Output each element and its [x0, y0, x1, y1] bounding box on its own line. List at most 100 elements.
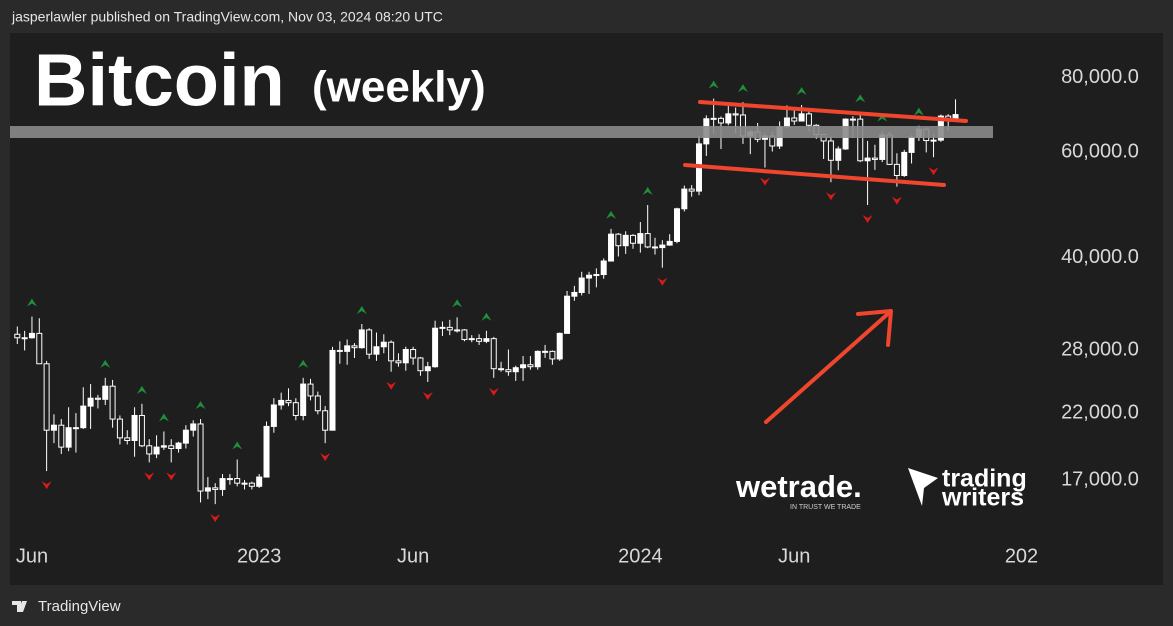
channel-upper [698, 100, 968, 123]
y-tick-label: 60,000.0 [1061, 141, 1139, 163]
candle-body [864, 157, 871, 162]
candle-body [124, 437, 131, 441]
candle-body [454, 329, 461, 332]
candle-body [138, 414, 145, 447]
trading-writers-line2: writers [941, 484, 1024, 512]
fractal-down [759, 177, 770, 186]
candle-body [278, 399, 285, 406]
candle-body [204, 487, 211, 492]
arrow-head [856, 309, 893, 347]
candle-body [674, 208, 680, 242]
candle-body [417, 357, 424, 372]
candle-body [373, 346, 380, 355]
candle-body [87, 397, 94, 407]
candle-body [234, 478, 241, 484]
candle-body [608, 233, 615, 262]
candle-body [241, 482, 248, 485]
x-tick-label: Jun [778, 545, 810, 567]
candle-body [468, 338, 475, 341]
candle-body [351, 345, 358, 349]
candle-body [50, 424, 57, 431]
candle-body [182, 429, 189, 444]
candle-body [615, 233, 622, 247]
candle-body [666, 240, 673, 246]
candle-body [717, 117, 724, 124]
candle-body [65, 427, 72, 448]
candle-body [476, 338, 483, 342]
candle-body [688, 188, 695, 192]
candle-body [14, 333, 21, 339]
candle-body [783, 117, 790, 128]
arrow-shaft [764, 310, 892, 424]
fractal-down [891, 196, 902, 205]
header-text: jasperlawler published on TradingView.co… [11, 9, 443, 25]
candle-body [248, 482, 255, 487]
fractal-up [855, 94, 866, 103]
candle-body [109, 385, 116, 420]
candle-body [160, 445, 167, 448]
candle-body [791, 117, 798, 122]
candle-body [307, 383, 314, 397]
fractal-up [877, 113, 888, 122]
candle-body [131, 414, 138, 441]
fractal-up [158, 413, 169, 422]
chart-title: Bitcoin [34, 39, 285, 122]
candle-body [886, 134, 893, 165]
candle-body [586, 274, 593, 279]
candle-body [94, 397, 101, 400]
candle-body [578, 277, 585, 293]
candle-body [380, 341, 387, 348]
candle-body [263, 425, 270, 478]
footer-logo [12, 601, 27, 612]
candle-body [512, 367, 519, 373]
fractal-up [356, 305, 367, 314]
x-tick-label: Jun [397, 545, 429, 567]
candle-body [336, 349, 343, 352]
candle-body [21, 337, 28, 340]
candle-body [314, 395, 321, 412]
candle-body [644, 233, 651, 248]
x-tick-label: 202 [1005, 545, 1038, 567]
candle-body [424, 366, 431, 372]
candle-body [300, 383, 307, 416]
y-tick-label: 17,000.0 [1061, 468, 1139, 490]
wetrade-logo: wetrade. [735, 469, 862, 504]
candle-body [190, 423, 197, 431]
candle-body [571, 291, 578, 297]
candle-body [681, 188, 688, 210]
candle-body [908, 136, 915, 153]
candle-body [732, 113, 739, 116]
fractal-down [166, 472, 177, 481]
candle-body [549, 350, 556, 360]
fractal-down [488, 387, 499, 396]
candle-body [292, 402, 299, 416]
fractal-down [657, 277, 668, 286]
candle-body [593, 274, 600, 277]
plot-area [10, 33, 1163, 585]
candle-body [930, 139, 937, 142]
candle-body [556, 332, 563, 360]
candle-body [710, 117, 717, 120]
candle-body [402, 349, 409, 364]
fractal-down [928, 167, 939, 176]
fractal-up [195, 401, 206, 410]
fractal-down [144, 472, 155, 481]
candle-body [226, 478, 233, 481]
candle-body [461, 329, 468, 341]
candle-body [827, 140, 834, 161]
candle-body [564, 295, 571, 334]
candle-body [446, 326, 453, 331]
candle-body [725, 113, 732, 124]
candle-body [871, 157, 878, 160]
fractal-up [452, 299, 463, 308]
candle-body [901, 151, 908, 176]
candle-body [505, 369, 512, 373]
candle-body [168, 445, 175, 449]
candle-body [175, 442, 182, 449]
candle-body [637, 233, 644, 244]
candle-body [43, 363, 50, 431]
candle-body [344, 345, 351, 352]
candle-body [849, 118, 856, 121]
candle-body [197, 423, 204, 492]
